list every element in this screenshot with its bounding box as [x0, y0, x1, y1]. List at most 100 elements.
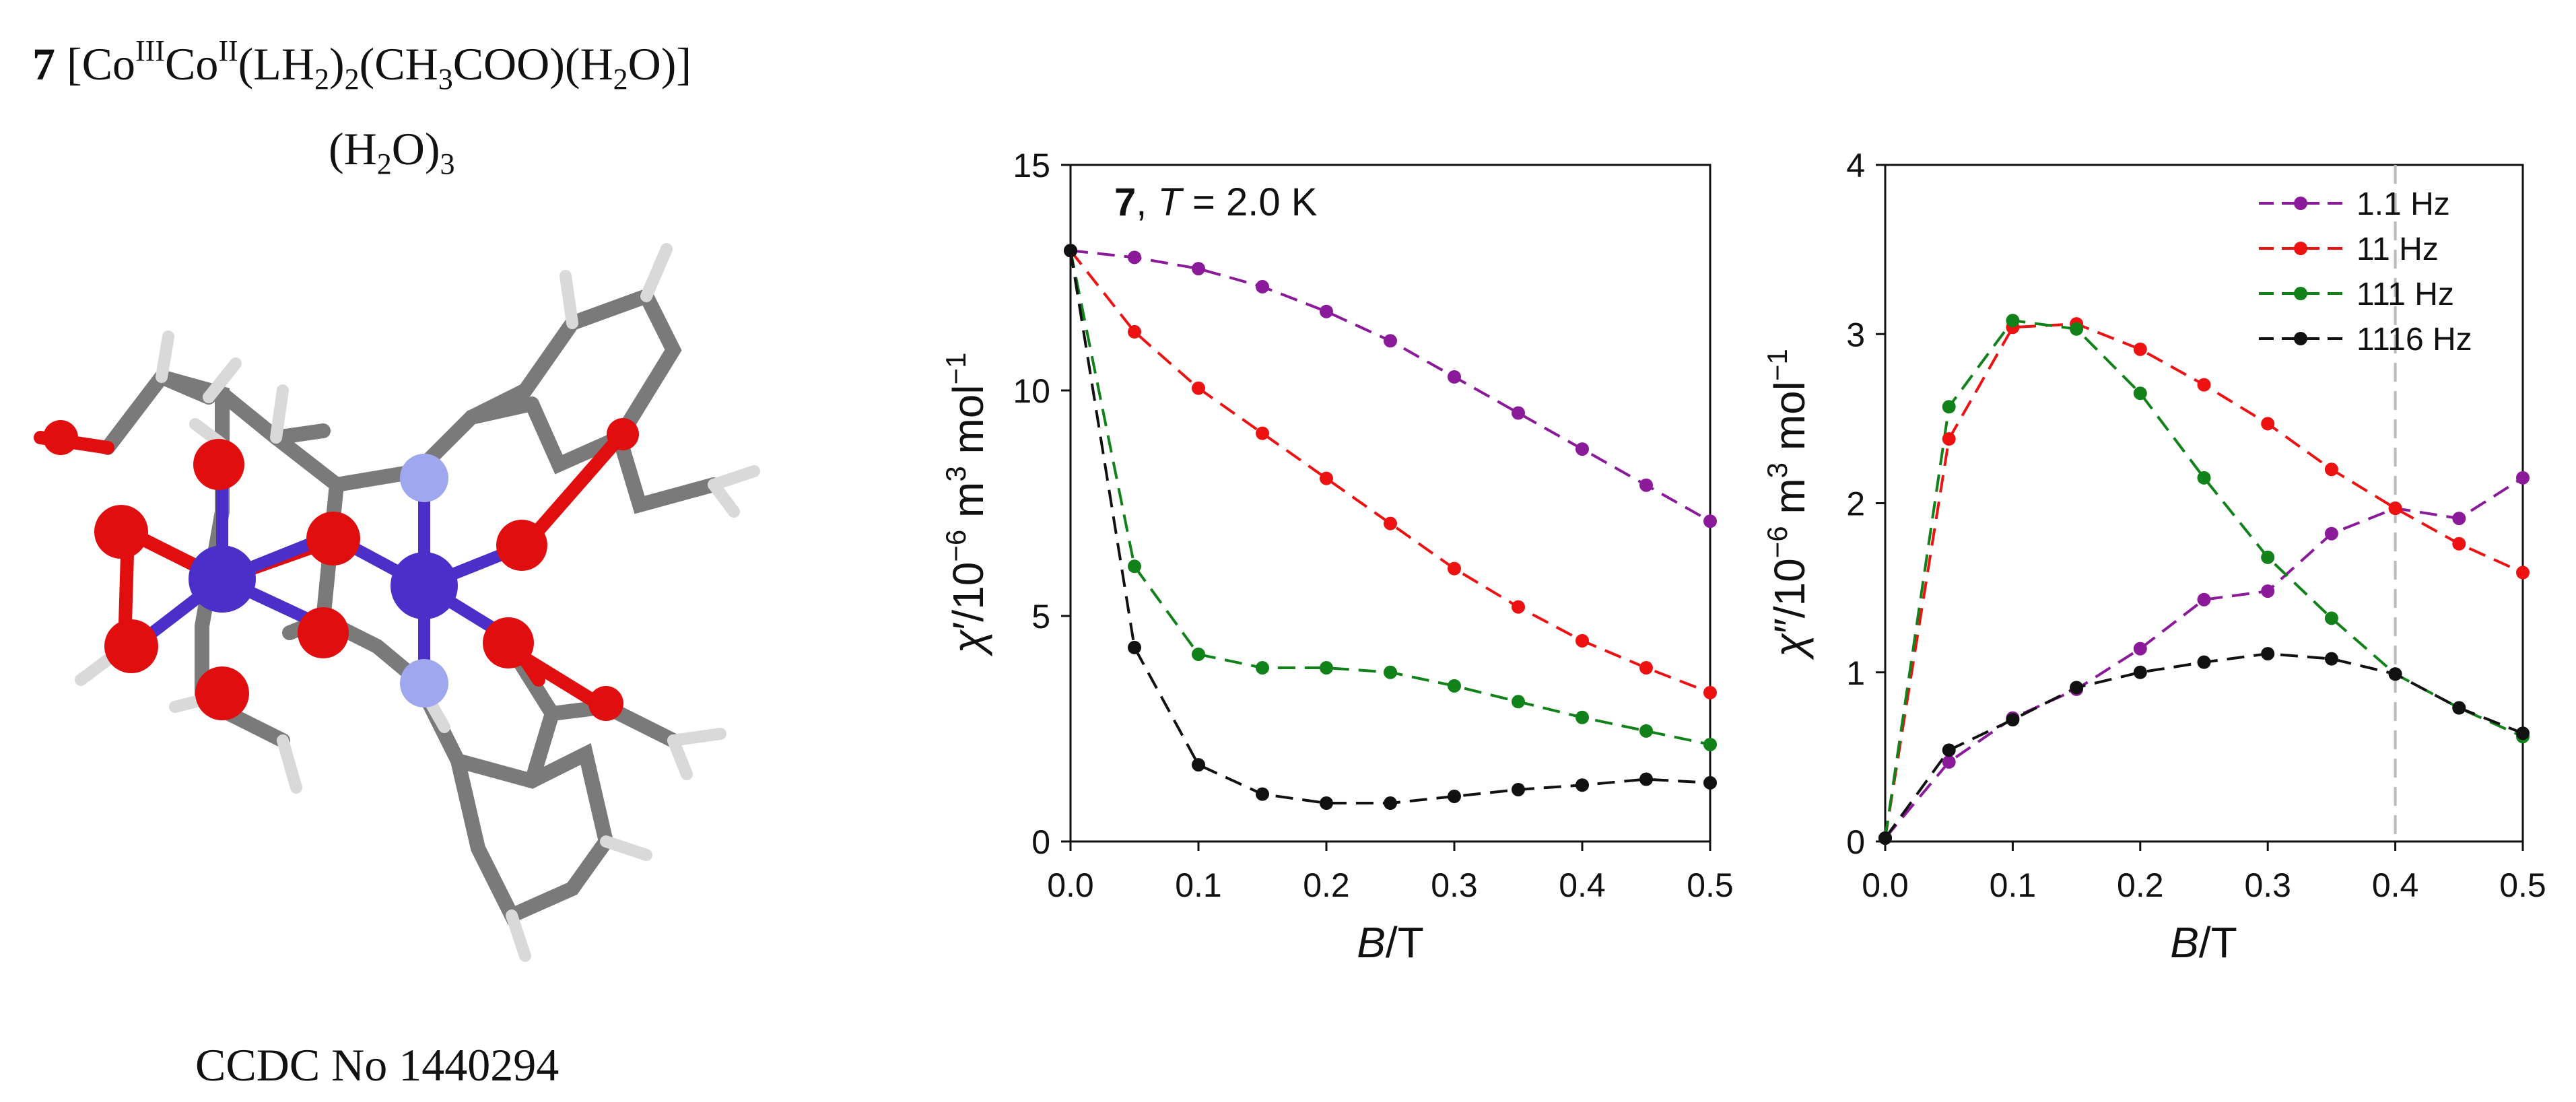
- y-tick-label: 5: [1031, 598, 1050, 635]
- data-point-1-1-hz: [2516, 471, 2530, 485]
- y-tick-label: 4: [1846, 147, 1865, 184]
- data-point-1-1-hz: [1448, 370, 1461, 384]
- data-point-11-hz: [2133, 342, 2147, 356]
- y-axis-prime: ′: [944, 622, 992, 630]
- oxygen-atom: [94, 505, 148, 559]
- data-point-111-hz: [1256, 661, 1269, 675]
- series-points: [1064, 244, 1717, 811]
- series-line-1-1-hz: [1070, 249, 1711, 523]
- compound-number: 7: [32, 38, 55, 90]
- data-point-1-1-hz: [1703, 514, 1717, 528]
- oxygen-atom: [298, 607, 349, 658]
- data-point-11-hz: [1256, 426, 1269, 440]
- series-line-11-hz: [1884, 322, 2523, 839]
- data-point-111-hz: [1512, 695, 1525, 709]
- x-tick-label: 0.0: [1862, 866, 1909, 904]
- oxygen-atom: [483, 617, 534, 668]
- data-point-1116-hz: [1703, 776, 1717, 790]
- y-axis-unit: mol: [944, 384, 992, 466]
- annotation-text: ,: [1136, 180, 1157, 224]
- series-line-111-hz: [1884, 319, 2523, 839]
- y-tick-label: 0: [1031, 823, 1050, 861]
- data-point-111-hz: [1639, 724, 1653, 738]
- oxygen-atom: [195, 666, 249, 720]
- formula-part: [Co: [67, 38, 135, 90]
- data-point-1116-hz: [2070, 681, 2084, 695]
- data-point-11-hz: [1512, 600, 1525, 614]
- y-axis-exponent: −1: [940, 352, 972, 384]
- subscript: 2: [377, 147, 392, 180]
- legend-marker: [2294, 242, 2307, 255]
- data-point-1116-hz: [1128, 640, 1141, 654]
- data-point-11-hz: [1448, 561, 1461, 576]
- molecular-structure-image: [34, 243, 760, 962]
- x-axis-variable: B: [1357, 918, 1386, 967]
- oxygen-atom: [306, 512, 360, 565]
- data-point-1116-hz: [2324, 652, 2338, 666]
- data-point-1-1-hz: [2452, 512, 2466, 526]
- data-point-111-hz: [2006, 314, 2020, 328]
- data-point-111-hz: [2070, 322, 2084, 336]
- x-tick-label: 0.3: [1431, 866, 1478, 904]
- x-axis-unit: /T: [1386, 918, 1424, 967]
- data-point-11-hz: [2261, 417, 2275, 431]
- x-axis-unit: /T: [2199, 918, 2237, 967]
- data-point-1116-hz: [1256, 787, 1269, 801]
- data-point-11-hz: [1639, 661, 1653, 675]
- data-point-1-1-hz: [1639, 478, 1653, 492]
- series-line-11-hz: [1069, 250, 1711, 694]
- legend-item: 11 Hz: [2259, 232, 2439, 267]
- y-axis-unit: mol: [1765, 381, 1814, 462]
- data-point-11-hz: [1384, 516, 1397, 530]
- data-point-11-hz: [1942, 432, 1956, 446]
- data-point-1-1-hz: [1575, 442, 1589, 456]
- legend-label: 11 Hz: [2357, 232, 2439, 267]
- data-point-1116-hz: [1942, 743, 1956, 757]
- data-point-111-hz: [1128, 559, 1141, 574]
- data-point-111-hz: [1942, 400, 1956, 414]
- data-point-11-hz: [1703, 685, 1717, 699]
- formula-line-2: (H2O)3: [329, 123, 455, 180]
- data-point-1116-hz: [1192, 758, 1205, 772]
- data-point-11-hz: [2452, 537, 2466, 551]
- y-tick-label: 2: [1846, 485, 1865, 523]
- data-point-1116-hz: [1064, 244, 1077, 258]
- y-axis-label: χ″/10−6 m3 mol−1: [1761, 349, 1814, 660]
- data-point-1-1-hz: [2261, 584, 2275, 598]
- molecule-panel: 7 [CoIIICoII(LH2)2(CH3COO)(H2O)] (H2O)3: [32, 34, 760, 1091]
- data-point-111-hz: [1448, 679, 1461, 693]
- oxygen-atom: [104, 619, 158, 673]
- data-point-1-1-hz: [1320, 304, 1333, 318]
- x-tick-label: 0.3: [2244, 866, 2291, 904]
- chart-chi-imag: 0.0 0.1 0.2 0.3 0.4 0.5 0 1 2 3 4 1.1 Hz 11 Hz 111 H…: [1761, 147, 2546, 967]
- nitrogen-atom: [400, 454, 448, 502]
- x-axis-label: B/T: [2170, 918, 2237, 967]
- ccdc-label: CCDC No 1440294: [195, 1039, 559, 1091]
- data-point-1116-hz: [1575, 778, 1589, 792]
- data-point-11-hz: [1320, 471, 1333, 485]
- annotation-compound: 7: [1114, 180, 1136, 224]
- data-point-1116-hz: [2006, 713, 2020, 727]
- subscript: 2: [345, 63, 360, 96]
- y-axis-label: χ′/10−6 m3 mol−1: [940, 352, 992, 656]
- data-point-1-1-hz: [1512, 406, 1525, 420]
- data-point-1-1-hz: [2324, 526, 2338, 541]
- data-point-111-hz: [2197, 471, 2211, 485]
- y-axis-exponent: −6: [1761, 526, 1793, 558]
- data-point-111-hz: [1320, 661, 1333, 675]
- y-tick-label: 1: [1846, 654, 1865, 692]
- atoms: [43, 418, 639, 721]
- x-axis-variable: B: [2170, 918, 2199, 967]
- formula-line-1: 7 [CoIIICoII(LH2)2(CH3COO)(H2O)]: [32, 34, 691, 96]
- data-point-1116-hz: [2133, 665, 2147, 679]
- data-point-1116-hz: [1384, 796, 1397, 811]
- subscript: 3: [440, 147, 455, 180]
- legend-item: 1116 Hz: [2259, 322, 2472, 357]
- oxygen-atom: [193, 439, 244, 490]
- y-axis-prime: ″: [1765, 618, 1814, 633]
- annotation-text: = 2.0 K: [1182, 180, 1318, 224]
- data-point-1116-hz: [1878, 831, 1892, 845]
- series-lines: [1884, 319, 2524, 839]
